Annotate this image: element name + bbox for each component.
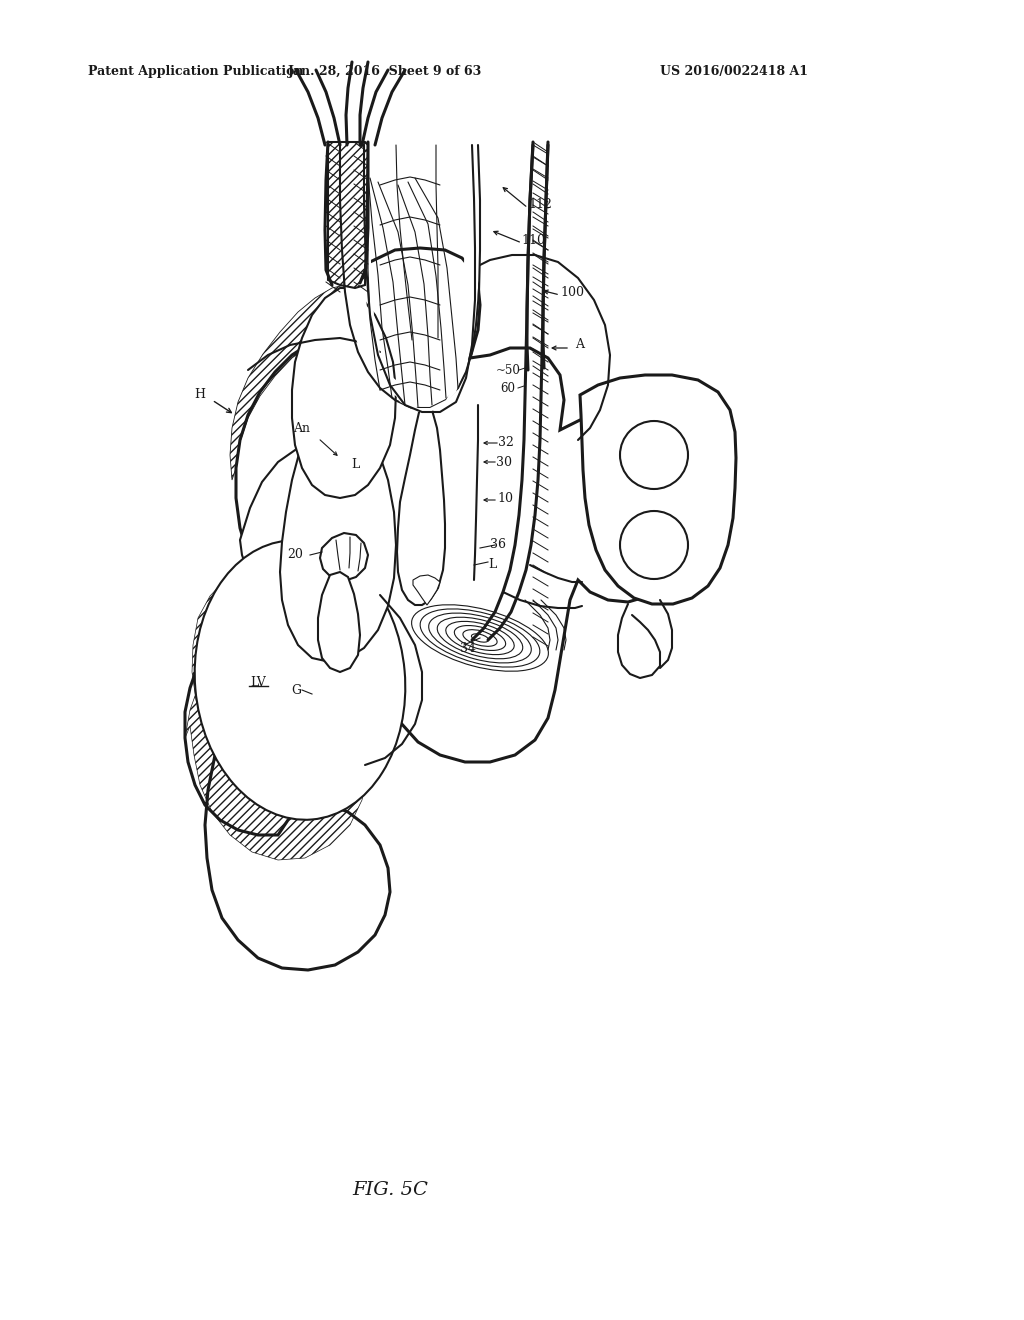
Text: 110: 110: [521, 234, 545, 247]
Circle shape: [620, 421, 688, 488]
Polygon shape: [397, 408, 445, 605]
Text: 10: 10: [497, 491, 513, 504]
Text: Patent Application Publication: Patent Application Publication: [88, 66, 303, 78]
Polygon shape: [185, 248, 702, 970]
Polygon shape: [240, 440, 382, 609]
Text: 30: 30: [496, 455, 512, 469]
Text: L: L: [351, 458, 359, 471]
Text: LV: LV: [250, 676, 266, 689]
Polygon shape: [413, 576, 440, 605]
Polygon shape: [364, 145, 473, 412]
Text: A: A: [575, 338, 585, 351]
Text: 112: 112: [528, 198, 552, 211]
Text: FIG. 5C: FIG. 5C: [352, 1181, 428, 1199]
Text: 20: 20: [287, 549, 303, 561]
Polygon shape: [319, 533, 368, 581]
Text: L: L: [487, 558, 496, 572]
Text: H: H: [195, 388, 206, 401]
Text: Jan. 28, 2016  Sheet 9 of 63: Jan. 28, 2016 Sheet 9 of 63: [288, 66, 482, 78]
Polygon shape: [580, 375, 736, 605]
Circle shape: [620, 511, 688, 579]
Text: 32: 32: [498, 437, 514, 450]
Text: 100: 100: [560, 285, 584, 298]
Polygon shape: [280, 403, 396, 663]
Text: ~50: ~50: [496, 363, 520, 376]
Text: 60: 60: [501, 381, 515, 395]
Polygon shape: [340, 145, 480, 405]
Text: US 2016/0022418 A1: US 2016/0022418 A1: [660, 66, 808, 78]
Text: G: G: [291, 684, 301, 697]
Text: An: An: [294, 421, 310, 434]
Text: 36: 36: [490, 539, 506, 552]
Text: 34: 34: [460, 642, 476, 655]
Ellipse shape: [195, 540, 406, 820]
Polygon shape: [318, 572, 360, 672]
Polygon shape: [292, 288, 396, 498]
